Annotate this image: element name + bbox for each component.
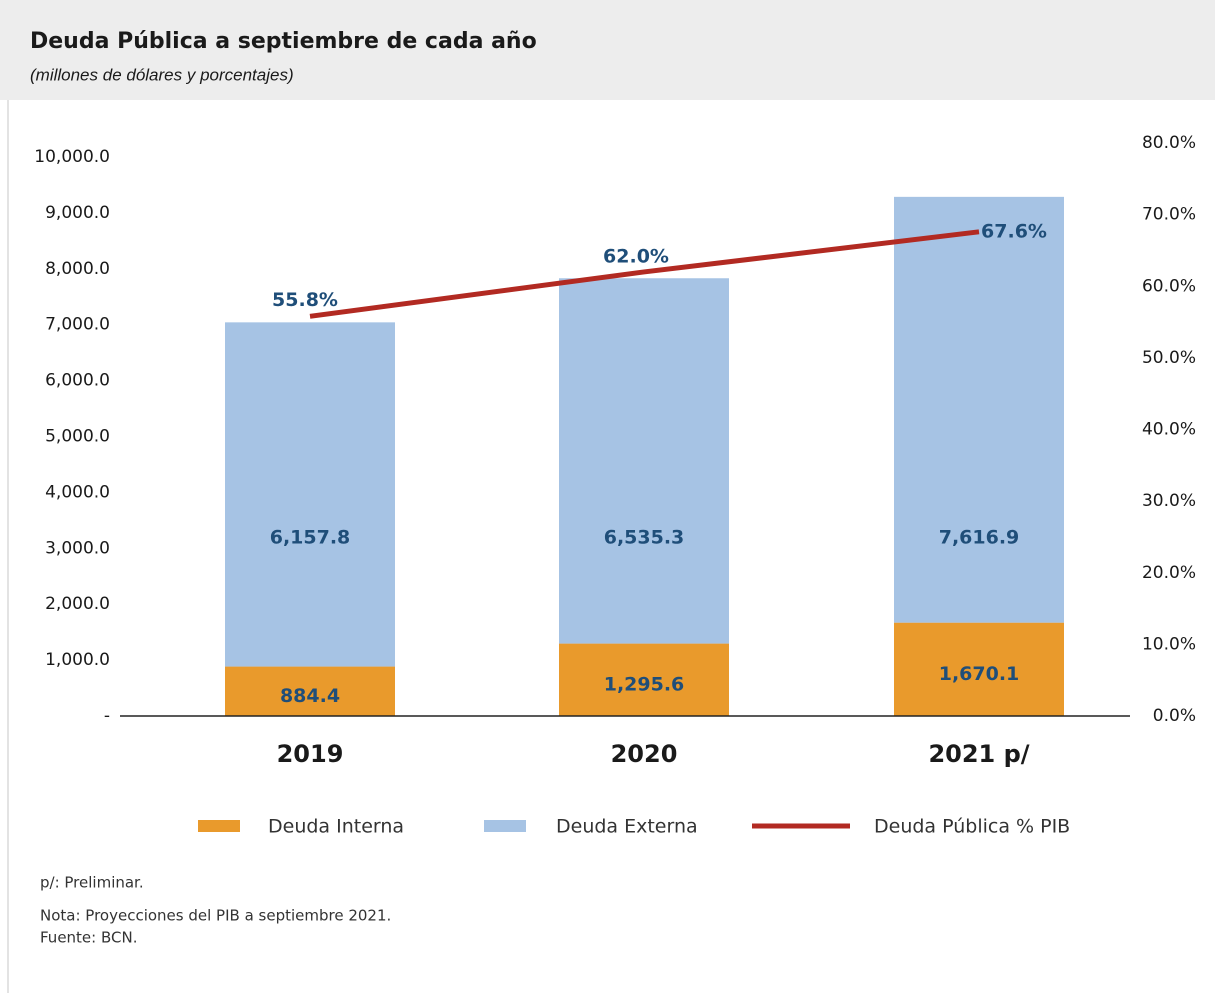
y-tick-label: 2,000.0 xyxy=(45,594,110,614)
x-tick-label: 2019 xyxy=(277,740,344,768)
y-tick-label: 5,000.0 xyxy=(45,427,110,447)
legend-label: Deuda Externa xyxy=(556,816,698,838)
footnote: Fuente: BCN. xyxy=(40,929,137,947)
y2-tick-label: 70.0% xyxy=(1142,205,1196,225)
y-tick-label: 1,000.0 xyxy=(45,650,110,670)
x-tick-label: 2021 p/ xyxy=(928,740,1029,768)
x-tick-label: 2020 xyxy=(611,740,678,768)
legend-swatch xyxy=(484,820,526,832)
y2-tick-label: 50.0% xyxy=(1142,348,1196,368)
line-label: 67.6% xyxy=(981,220,1047,242)
y2-tick-label: 30.0% xyxy=(1142,491,1196,511)
y-tick-label: 3,000.0 xyxy=(45,538,110,558)
line-series xyxy=(309,229,980,319)
chart-subtitle: (millones de dólares y porcentajes) xyxy=(30,65,294,84)
y-tick-label: 7,000.0 xyxy=(45,315,110,335)
legend-label: Deuda Interna xyxy=(268,816,404,838)
data-label: 1,295.6 xyxy=(604,673,685,695)
bar-segment xyxy=(894,622,1064,716)
line-label: 55.8% xyxy=(272,289,338,311)
y-tick-label: 8,000.0 xyxy=(45,259,110,279)
bar-segment xyxy=(559,643,729,716)
data-label: 7,616.9 xyxy=(939,527,1020,549)
y-tick-label: 6,000.0 xyxy=(45,371,110,391)
y2-tick-label: 80.0% xyxy=(1142,133,1196,153)
bar-segment xyxy=(225,322,395,667)
y2-tick-label: 0.0% xyxy=(1153,706,1196,726)
y-tick-label: - xyxy=(104,706,110,726)
bar-segment xyxy=(894,196,1064,623)
y-tick-label: 9,000.0 xyxy=(45,203,110,223)
footnote: p/: Preliminar. xyxy=(40,874,144,892)
legend-swatch xyxy=(198,820,240,832)
data-label: 6,157.8 xyxy=(270,527,351,549)
header-band xyxy=(0,0,1215,100)
bar-segment xyxy=(559,278,729,644)
data-label: 884.4 xyxy=(280,685,340,707)
y2-tick-label: 20.0% xyxy=(1142,563,1196,583)
y2-tick-label: 60.0% xyxy=(1142,276,1196,296)
data-label: 1,670.1 xyxy=(939,663,1020,685)
bar-segment xyxy=(225,666,395,716)
y2-tick-label: 40.0% xyxy=(1142,420,1196,440)
chart-title: Deuda Pública a septiembre de cada año xyxy=(30,29,537,54)
y-tick-label: 4,000.0 xyxy=(45,482,110,502)
footnote: Nota: Proyecciones del PIB a septiembre … xyxy=(40,907,391,925)
y-tick-label: 10,000.0 xyxy=(34,147,110,167)
legend-label: Deuda Pública % PIB xyxy=(874,816,1070,838)
y2-tick-label: 10.0% xyxy=(1142,634,1196,654)
data-label: 6,535.3 xyxy=(604,527,685,549)
line-label: 62.0% xyxy=(603,245,669,267)
